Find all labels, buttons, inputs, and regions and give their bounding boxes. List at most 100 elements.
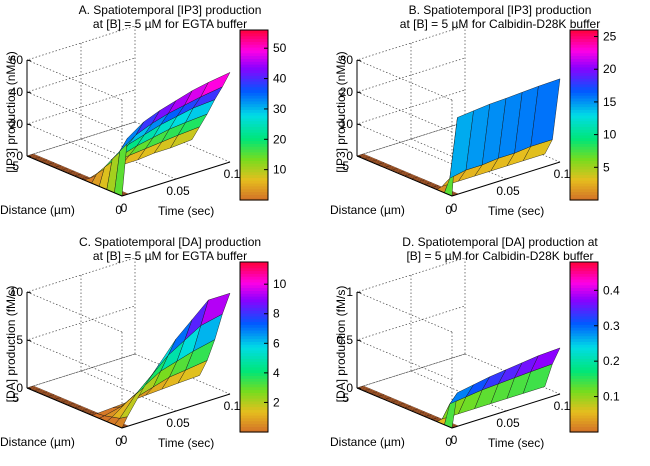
- colorbar-segment: [570, 301, 598, 306]
- colorbar-segment: [570, 35, 598, 40]
- colorbar-segment: [240, 349, 268, 354]
- colorbar-segment: [240, 171, 268, 176]
- colorbar-segment: [240, 140, 268, 144]
- chart-title-line: B. Spatiotemporal [IP3] production: [409, 3, 592, 17]
- colorbar-segment: [240, 332, 268, 337]
- colorbar-segment: [570, 349, 598, 354]
- colorbar-segment: [240, 273, 268, 277]
- colorbar-segment: [570, 112, 598, 116]
- z-axis-label: [IP3] production (nM/s): [334, 51, 348, 172]
- colorbar-segment: [240, 381, 268, 385]
- y-axis-label: Distance (µm): [0, 435, 75, 449]
- colorbar-frame: [569, 261, 599, 433]
- grid-line: [355, 89, 466, 165]
- axes: [26, 60, 231, 197]
- colorbar-segment: [570, 321, 598, 325]
- z-tick-label: 1: [346, 285, 353, 299]
- colorbar-segment: [240, 166, 268, 170]
- colorbar-segment: [570, 279, 598, 283]
- chart-title-line: at [B] = 5 µM for Calbidin-D28K buffer: [400, 17, 600, 31]
- x-tick-label: 0.05: [496, 416, 520, 430]
- colorbar-tick-label: 2: [273, 395, 280, 409]
- chart-title-line: at [B] = 5 µM for EGTA buffer: [93, 249, 247, 263]
- colorbar-segment: [240, 330, 268, 334]
- y-axis-label: Distance (µm): [330, 203, 405, 217]
- colorbar-segment: [570, 395, 598, 399]
- colorbar-segment: [570, 347, 598, 351]
- colorbar-segment: [570, 366, 598, 371]
- colorbar-segment: [570, 66, 598, 71]
- colorbar-segment: [240, 389, 268, 393]
- z-tick-mark: [356, 339, 362, 342]
- colorbar-segment: [570, 183, 598, 187]
- z-tick-label: 0: [16, 149, 23, 163]
- colorbar-segment: [240, 58, 268, 62]
- colorbar-segment: [240, 188, 268, 193]
- colorbar-segment: [240, 403, 268, 408]
- x-tick-label: 0.05: [496, 184, 520, 198]
- colorbar-segment: [240, 174, 268, 178]
- colorbar-segment: [570, 72, 598, 76]
- grid-line: [355, 57, 466, 133]
- colorbar-segment: [240, 426, 268, 430]
- colorbar-segment: [240, 298, 268, 303]
- colorbar-segment: [570, 44, 598, 48]
- colorbar-segment: [240, 307, 268, 311]
- colorbar-segment: [570, 361, 598, 365]
- colorbar-segment: [570, 273, 598, 277]
- colorbar-segment: [240, 392, 268, 396]
- chart-title-line: C. Spatiotemporal [DA] production: [79, 235, 261, 249]
- colorbar-segment: [240, 352, 268, 357]
- colorbar-segment: [240, 163, 268, 167]
- colorbar-segment: [570, 120, 598, 125]
- grid-line: [355, 257, 466, 333]
- colorbar-segment: [240, 296, 268, 300]
- colorbar-segment: [240, 293, 268, 297]
- z-tick-label: 0: [346, 149, 353, 163]
- colorbar-segment: [240, 284, 268, 289]
- colorbar-segment: [240, 386, 268, 391]
- x-tick-label: 0.1: [224, 167, 241, 181]
- colorbar-segment: [570, 383, 598, 388]
- colorbar-tick-label: 20: [273, 132, 287, 146]
- grid-lines: [25, 25, 231, 197]
- grid-line: [25, 305, 136, 381]
- y-tick-label: 0: [445, 435, 452, 449]
- colorbar-segment: [240, 64, 268, 68]
- z-tick-label: 0: [16, 381, 23, 395]
- colorbar-segment: [240, 415, 268, 419]
- colorbar-segment: [240, 375, 268, 379]
- colorbar-segment: [240, 100, 268, 105]
- z-tick-mark: [26, 123, 32, 126]
- colorbar-segment: [240, 95, 268, 99]
- colorbar-segment: [570, 52, 598, 57]
- z-tick-label: 20: [10, 117, 24, 131]
- x-tick-label: 0: [451, 433, 458, 447]
- colorbar-segment: [570, 194, 598, 198]
- colorbar-segment: [240, 112, 268, 116]
- y-tick-label: 0: [445, 203, 452, 217]
- colorbar-segment: [240, 98, 268, 102]
- y-tick-label: 5: [12, 391, 19, 405]
- colorbar-segment: [570, 117, 598, 122]
- colorbar-segment: [570, 335, 598, 340]
- colorbar-segment: [570, 92, 598, 96]
- colorbar-segment: [240, 47, 268, 51]
- colorbar-segment: [570, 61, 598, 65]
- colorbar-segment: [570, 95, 598, 99]
- z-tick-label: 10: [340, 117, 354, 131]
- x-axis-line: [451, 161, 561, 197]
- colorbar-segment: [240, 137, 268, 142]
- colorbar-segment: [240, 290, 268, 294]
- colorbar-segment: [570, 330, 598, 334]
- colorbar: 10 20 30 40 50: [239, 29, 287, 201]
- colorbar-segment: [240, 30, 268, 34]
- colorbar-tick-label: 40: [273, 72, 287, 86]
- colorbar-segment: [240, 412, 268, 416]
- colorbar-tick-label: 0.4: [603, 283, 620, 297]
- colorbar-segment: [240, 276, 268, 280]
- colorbar-segment: [570, 406, 598, 410]
- colorbar-segment: [570, 32, 598, 37]
- colorbar-segment: [570, 372, 598, 376]
